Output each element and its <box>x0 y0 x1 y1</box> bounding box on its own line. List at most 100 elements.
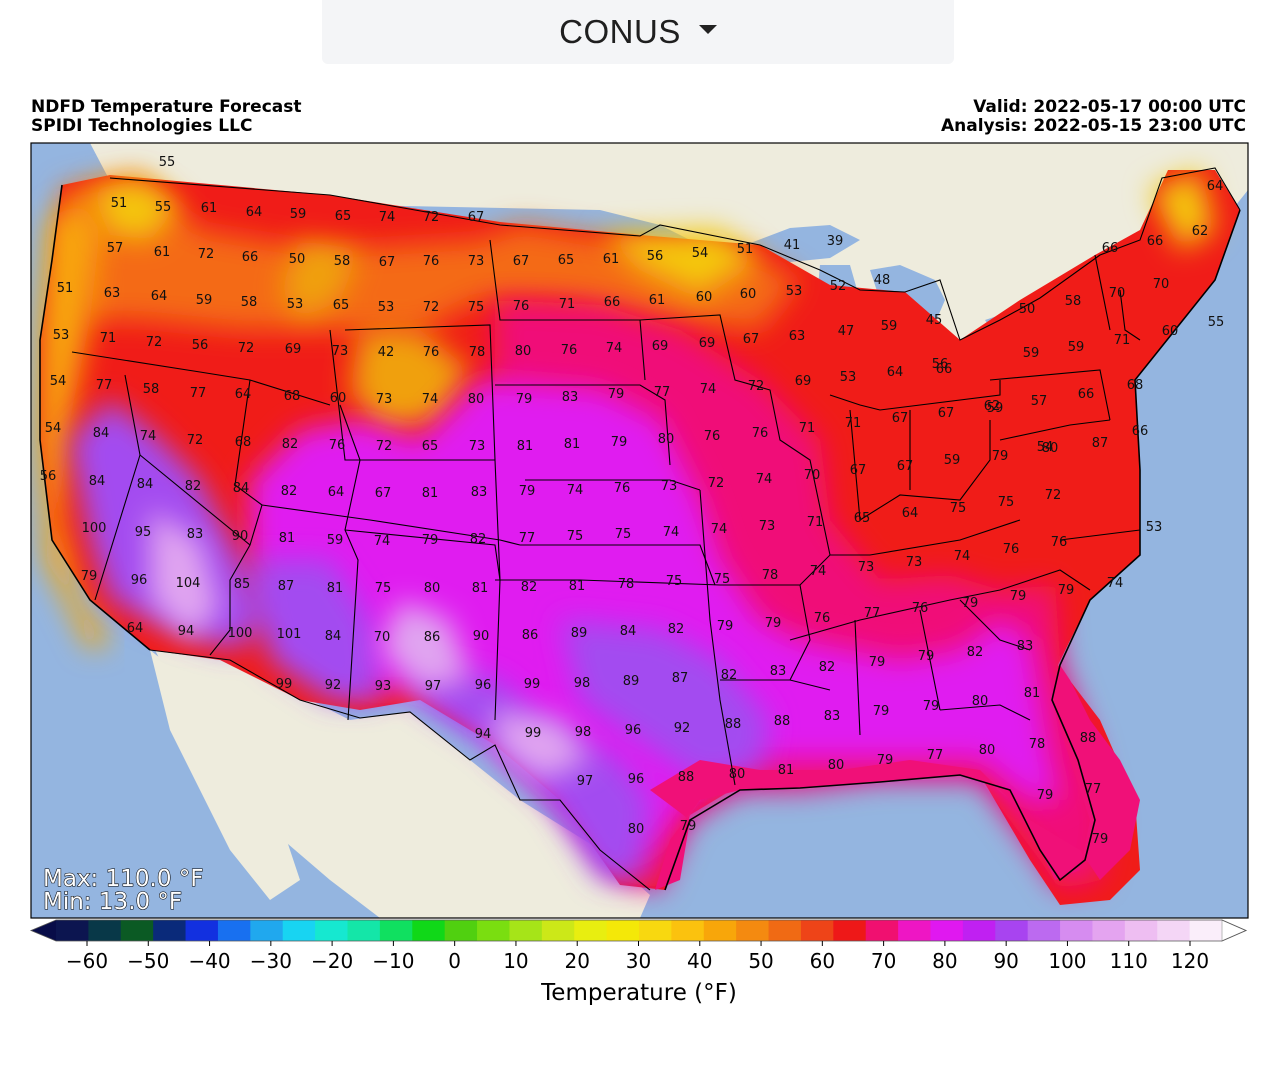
map-value-label: 64 <box>246 205 263 220</box>
colorbar-swatch <box>1092 920 1126 941</box>
map-value-label: 79 <box>611 435 628 450</box>
colorbar: −60 −50 −40 −30 −20 −10 0 10 20 30 40 50 60 70 80 90 100… <box>29 919 1248 973</box>
map-value-label: 94 <box>178 624 195 639</box>
colorbar-swatch <box>282 920 316 941</box>
colorbar-tick-label: 60 <box>810 949 835 973</box>
map-value-label: 57 <box>107 241 124 256</box>
map-value-label: 59 <box>944 453 961 468</box>
map-value-label: 53 <box>287 297 304 312</box>
map-value-label: 80 <box>979 743 996 758</box>
map-value-label: 87 <box>278 579 295 594</box>
map-value-label: 80 <box>515 344 532 359</box>
map-value-label: 83 <box>824 709 841 724</box>
map-value-label: 81 <box>517 439 534 454</box>
map-value-label: 77 <box>654 385 671 400</box>
map-value-label: 75 <box>468 300 485 315</box>
map-value-label: 79 <box>516 392 533 407</box>
map-value-label: 64 <box>151 289 168 304</box>
map-value-label: 80 <box>729 767 746 782</box>
map-value-label: 74 <box>711 522 728 537</box>
map-value-label: 83 <box>471 485 488 500</box>
region-selector[interactable]: CONUS <box>322 0 954 64</box>
map-value-label: 82 <box>281 484 298 499</box>
colorbar-tick-label: −20 <box>311 949 353 973</box>
map-value-label: 93 <box>375 679 392 694</box>
colorbar-swatch <box>703 920 737 941</box>
map-value-label: 77 <box>190 386 207 401</box>
map-value-label: 75 <box>714 572 731 587</box>
header-right: Valid: 2022-05-17 00:00 UTC Analysis: 20… <box>941 98 1246 136</box>
map-value-label: 58 <box>1065 294 1082 309</box>
colorbar-swatch <box>865 920 899 941</box>
map-value-label: 72 <box>748 379 765 394</box>
colorbar-tick-label: 90 <box>993 949 1018 973</box>
map-value-label: 65 <box>558 253 575 268</box>
map-value-label: 73 <box>759 519 776 534</box>
map-value-label: 83 <box>770 664 787 679</box>
colorbar-extend-min <box>31 920 56 941</box>
map-value-label: 60 <box>740 287 757 302</box>
map-value-label: 71 <box>799 421 816 436</box>
map-value-label: 70 <box>374 630 391 645</box>
map-value-label: 83 <box>187 527 204 542</box>
map-value-label: 59 <box>1068 340 1085 355</box>
map-value-label: 65 <box>422 439 439 454</box>
colorbar-tick-label: −60 <box>66 949 108 973</box>
map-value-label: 79 <box>81 569 98 584</box>
valid-time: Valid: 2022-05-17 00:00 UTC <box>973 97 1246 117</box>
map-value-label: 79 <box>519 484 536 499</box>
colorbar-swatch <box>412 920 446 941</box>
colorbar-label: Temperature (°F) <box>540 980 737 1006</box>
map-value-label: 81 <box>1024 686 1041 701</box>
organization: SPIDI Technologies LLC <box>31 116 253 136</box>
map-value-label: 74 <box>374 534 391 549</box>
colorbar-swatch <box>250 920 284 941</box>
colorbar-tick-label: 80 <box>932 949 957 973</box>
map-value-label: 81 <box>472 581 489 596</box>
map-value-label: 59 <box>881 319 898 334</box>
colorbar-tick-label: 100 <box>1048 949 1086 973</box>
map-value-label: 69 <box>795 374 812 389</box>
map-value-label: 56 <box>192 338 209 353</box>
map-value-label: 67 <box>379 255 396 270</box>
map-value-label: 80 <box>658 432 675 447</box>
colorbar-swatch <box>315 920 349 941</box>
map-value-label: 51 <box>737 242 754 257</box>
map-value-label: 79 <box>717 619 734 634</box>
caret-down-icon <box>698 24 717 34</box>
map-value-label: 76 <box>1051 535 1068 550</box>
colorbar-swatch <box>995 920 1029 941</box>
map-value-label: 60 <box>696 290 713 305</box>
map-value-label: 74 <box>954 549 971 564</box>
map-value-label: 67 <box>375 486 392 501</box>
coastline <box>39 184 1241 891</box>
map-value-label: 79 <box>873 704 890 719</box>
map-value-label: 74 <box>140 429 157 444</box>
map-value-label: 58 <box>334 254 351 269</box>
map-value-label: 73 <box>332 344 349 359</box>
map-value-label: 68 <box>235 435 252 450</box>
map-value-label: 72 <box>198 247 215 262</box>
map-value-label: 77 <box>927 748 944 763</box>
map-value-label: 84 <box>137 477 154 492</box>
mexico-land <box>150 640 650 918</box>
colorbar-tick-label: 120 <box>1171 949 1209 973</box>
map-value-label: 65 <box>335 209 352 224</box>
colorbar-tick-label: 10 <box>503 949 528 973</box>
min-temp-label: Min: 13.0 °F <box>43 889 182 915</box>
colorbar-swatch <box>930 920 964 941</box>
map-value-label: 77 <box>96 378 113 393</box>
colorbar-tick-label: 30 <box>626 949 651 973</box>
header-left: NDFD Temperature Forecast SPIDI Technolo… <box>31 98 302 136</box>
map-value-label: 64 <box>887 365 904 380</box>
map-value-label: 50 <box>289 252 306 267</box>
map-value-label: 63 <box>789 329 806 344</box>
map-value-label: 79 <box>877 753 894 768</box>
map-value-label: 66 <box>1102 241 1119 256</box>
map-value-label: 66 <box>1132 424 1149 439</box>
map-value-label: 79 <box>1058 583 1075 598</box>
map-value-label: 88 <box>774 714 791 729</box>
map-title: NDFD Temperature Forecast <box>31 97 302 117</box>
map-value-label: 56 <box>647 249 664 264</box>
map-value-label: 82 <box>819 660 836 675</box>
